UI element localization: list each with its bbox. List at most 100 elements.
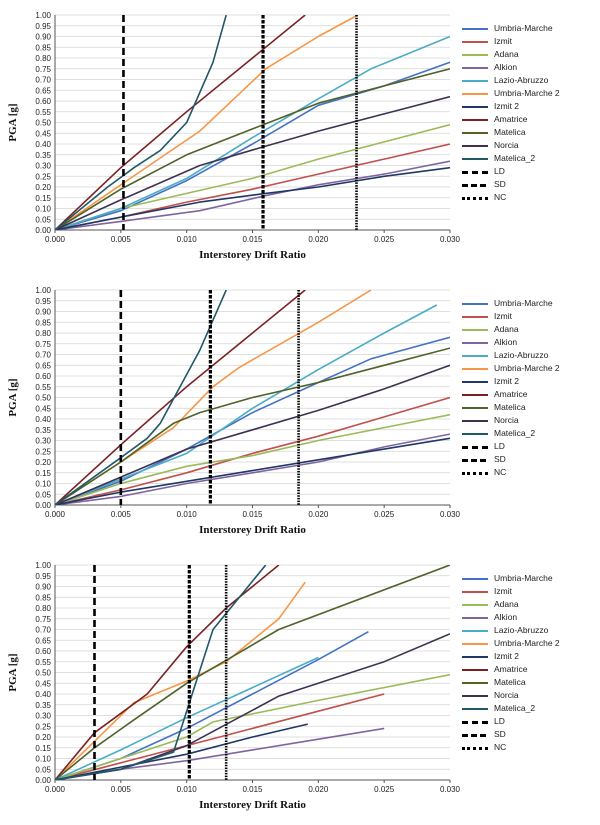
y-tick-label: 0.20 — [35, 733, 51, 742]
legend-item: Alkion — [462, 611, 600, 624]
legend-item: Lazio-Abruzzo — [462, 74, 600, 87]
legend-item: Norcia — [462, 139, 600, 152]
legend-label: Izmit 2 — [494, 376, 520, 386]
legend-label: LD — [494, 441, 505, 451]
legend-item: NC — [462, 191, 600, 204]
legend-label: Umbria-Marche 2 — [494, 363, 560, 373]
legend-swatch — [462, 303, 488, 305]
y-tick-label: 0.25 — [35, 447, 51, 456]
legend-swatch — [462, 669, 488, 671]
y-tick-label: 0.75 — [35, 615, 51, 624]
legend-item: LD — [462, 440, 600, 453]
legend-label: Amatrice — [494, 114, 528, 124]
x-tick-label: 0.020 — [308, 785, 329, 794]
x-tick-label: 0.015 — [242, 510, 263, 519]
y-tick-label: 0.80 — [35, 54, 51, 63]
series-line-norcia — [55, 95, 450, 230]
legend-item: LD — [462, 165, 600, 178]
legend-swatch — [462, 643, 488, 645]
x-axis-title: Interstorey Drift Ratio — [199, 524, 306, 536]
legend-swatch — [462, 591, 488, 593]
x-tick-label: 0.005 — [111, 785, 132, 794]
chart-3: 0.00 0.05 0.10 0.15 0.20 0.25 0.30 0.35 0.40 0.45… — [0, 550, 600, 825]
legend-swatch — [462, 708, 488, 710]
series-line-umbria-marche-2 — [55, 15, 359, 230]
series-line-matelica — [55, 565, 450, 780]
legend-swatch — [462, 630, 488, 632]
legend-label: Matelica — [494, 677, 526, 687]
series-line-alkion — [55, 433, 450, 505]
legend-label: Umbria-Marche 2 — [494, 88, 560, 98]
legend-swatch — [462, 721, 488, 724]
legend-item: LD — [462, 715, 600, 728]
x-tick-label: 0.005 — [111, 235, 132, 244]
legend-swatch — [462, 433, 488, 435]
y-tick-label: 0.50 — [35, 669, 51, 678]
y-tick-label: 0.45 — [35, 129, 51, 138]
legend-swatch — [462, 394, 488, 396]
y-tick-label: 0.15 — [35, 744, 51, 753]
x-tick-label: 0.030 — [440, 235, 461, 244]
legend-label: Alkion — [494, 62, 518, 72]
legend-item: Matelica — [462, 676, 600, 689]
legend-swatch — [462, 682, 488, 684]
legend-label: Umbria-Marche — [494, 23, 553, 33]
y-tick-label: 0.20 — [35, 458, 51, 467]
legend-label: Izmit — [494, 311, 512, 321]
y-tick-label: 0.70 — [35, 351, 51, 360]
x-axis-title: Interstorey Drift Ratio — [199, 249, 306, 261]
y-tick-label: 0.55 — [35, 658, 51, 667]
legend-label: Matelica — [494, 402, 526, 412]
y-tick-label: 0.00 — [35, 501, 51, 510]
y-tick-label: 0.80 — [35, 604, 51, 613]
legend-item: Umbria-Marche 2 — [462, 362, 600, 375]
legend-item: Matelica_2 — [462, 702, 600, 715]
legend-item: Adana — [462, 48, 600, 61]
y-tick-label: 1.00 — [35, 561, 51, 570]
legend-item: Lazio-Abruzzo — [462, 624, 600, 637]
legend-item: Izmit 2 — [462, 100, 600, 113]
plot-area — [55, 565, 450, 780]
legend-swatch — [462, 342, 488, 344]
legend-label: Amatrice — [494, 664, 528, 674]
legend-label: Adana — [494, 49, 519, 59]
legend-swatch — [462, 459, 486, 462]
legend-item: Amatrice — [462, 388, 600, 401]
series-line-matelica-2 — [55, 290, 227, 505]
legend-item: Alkion — [462, 336, 600, 349]
legend-label: Matelica_2 — [494, 428, 536, 438]
y-tick-label: 0.50 — [35, 119, 51, 128]
y-tick-label: 0.85 — [35, 43, 51, 52]
legend-swatch — [462, 329, 488, 331]
legend-label: Izmit 2 — [494, 651, 520, 661]
legend-swatch — [462, 93, 488, 95]
y-tick-label: 0.35 — [35, 426, 51, 435]
legend-item: NC — [462, 466, 600, 479]
legend-label: Alkion — [494, 337, 518, 347]
y-tick-label: 0.55 — [35, 108, 51, 117]
legend-item: Matelica_2 — [462, 152, 600, 165]
y-tick-label: 0.65 — [35, 86, 51, 95]
legend-item: Umbria-Marche 2 — [462, 637, 600, 650]
legend-swatch — [462, 407, 488, 409]
series-line-amatrice — [55, 290, 306, 505]
x-tick-label: 0.010 — [177, 235, 198, 244]
y-tick-label: 0.40 — [35, 415, 51, 424]
legend-label: Lazio-Abruzzo — [494, 75, 549, 85]
legend-swatch — [462, 80, 488, 82]
y-tick-label: 0.35 — [35, 701, 51, 710]
y-tick-label: 0.05 — [35, 765, 51, 774]
legend-item: NC — [462, 741, 600, 754]
x-tick-label: 0.005 — [111, 510, 132, 519]
legend-item: SD — [462, 728, 600, 741]
series-line-umbria-marche — [55, 61, 450, 230]
legend-item: Amatrice — [462, 113, 600, 126]
legend-label: Adana — [494, 324, 519, 334]
y-tick-label: 0.50 — [35, 394, 51, 403]
y-tick-label: 0.20 — [35, 183, 51, 192]
x-tick-label: 0.000 — [45, 510, 66, 519]
x-tick-label: 0.015 — [242, 785, 263, 794]
legend-label: Umbria-Marche — [494, 573, 553, 583]
legend-item: Adana — [462, 598, 600, 611]
x-tick-label: 0.030 — [440, 510, 461, 519]
